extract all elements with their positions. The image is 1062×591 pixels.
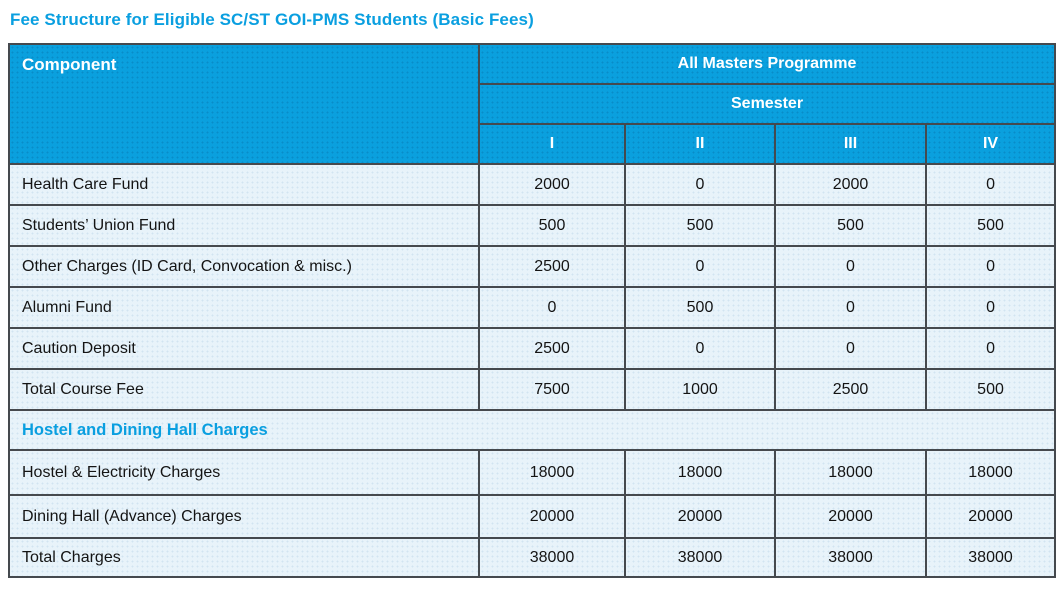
value-cell: 38000 xyxy=(478,537,626,578)
component-cell: Students’ Union Fund xyxy=(8,204,480,247)
table-row-total-charges: Total Charges 38000 38000 38000 38000 xyxy=(8,537,1057,578)
value-cell: 20000 xyxy=(774,494,927,539)
value-cell: 500 xyxy=(774,204,927,247)
table-row: Alumni Fund 0 500 0 0 xyxy=(8,286,1057,329)
fee-structure-table: Component All Masters Programme Semester… xyxy=(7,43,1057,578)
component-cell: Total Charges xyxy=(8,537,480,578)
column-header-programme: All Masters Programme xyxy=(477,43,1057,85)
page: Fee Structure for Eligible SC/ST GOI-PMS… xyxy=(7,10,1057,578)
component-cell: Caution Deposit xyxy=(8,327,480,370)
table-row: Students’ Union Fund 500 500 500 500 xyxy=(8,204,1057,247)
value-cell: 18000 xyxy=(624,449,776,496)
value-cell: 18000 xyxy=(478,449,626,496)
value-cell: 0 xyxy=(924,286,1057,329)
value-cell: 38000 xyxy=(624,537,776,578)
value-cell: 500 xyxy=(478,204,626,247)
table-header: Component All Masters Programme Semester… xyxy=(8,43,1057,165)
table-body: Health Care Fund 2000 0 2000 0 Students’… xyxy=(7,163,1057,578)
value-cell: 0 xyxy=(924,163,1057,206)
table-row: Hostel & Electricity Charges 18000 18000… xyxy=(8,449,1057,496)
header-row-semester-numbers: I II III IV xyxy=(9,123,1057,165)
value-cell: 0 xyxy=(924,245,1057,288)
component-cell: Other Charges (ID Card, Convocation & mi… xyxy=(8,245,480,288)
component-cell: Dining Hall (Advance) Charges xyxy=(8,494,480,539)
value-cell: 0 xyxy=(924,327,1057,370)
header-row-semester: Semester xyxy=(9,83,1057,125)
value-cell: 2500 xyxy=(774,368,927,411)
value-cell: 20000 xyxy=(624,494,776,539)
value-cell: 38000 xyxy=(774,537,927,578)
component-cell: Hostel & Electricity Charges xyxy=(8,449,480,496)
value-cell: 18000 xyxy=(774,449,927,496)
component-cell: Total Course Fee xyxy=(8,368,480,411)
page-title: Fee Structure for Eligible SC/ST GOI-PMS… xyxy=(10,10,534,29)
value-cell: 500 xyxy=(624,204,776,247)
table-row: Health Care Fund 2000 0 2000 0 xyxy=(8,163,1057,206)
value-cell: 18000 xyxy=(924,449,1057,496)
value-cell: 2000 xyxy=(478,163,626,206)
value-cell: 0 xyxy=(478,286,626,329)
value-cell: 2000 xyxy=(774,163,927,206)
table-row: Caution Deposit 2500 0 0 0 xyxy=(8,327,1057,370)
column-header-semester: Semester xyxy=(477,83,1057,125)
value-cell: 0 xyxy=(774,327,927,370)
column-header-sem-3: III xyxy=(774,123,927,165)
value-cell: 0 xyxy=(774,245,927,288)
header-row-programme: Component All Masters Programme xyxy=(8,43,1057,165)
table-row: Dining Hall (Advance) Charges 20000 2000… xyxy=(8,494,1057,539)
table-row-total-course-fee: Total Course Fee 7500 1000 2500 500 xyxy=(8,368,1057,411)
value-cell: 1000 xyxy=(624,368,776,411)
value-cell: 0 xyxy=(624,327,776,370)
component-cell: Health Care Fund xyxy=(8,163,480,206)
value-cell: 0 xyxy=(624,245,776,288)
value-cell: 38000 xyxy=(924,537,1057,578)
column-header-component: Component xyxy=(8,43,480,165)
column-header-sem-1: I xyxy=(478,123,626,165)
value-cell: 0 xyxy=(624,163,776,206)
value-cell: 0 xyxy=(774,286,927,329)
value-cell: 500 xyxy=(924,368,1057,411)
value-cell: 500 xyxy=(624,286,776,329)
value-cell: 500 xyxy=(924,204,1057,247)
column-header-sem-4: IV xyxy=(924,123,1057,165)
value-cell: 2500 xyxy=(478,245,626,288)
value-cell: 20000 xyxy=(924,494,1057,539)
component-cell: Alumni Fund xyxy=(8,286,480,329)
section-header-hostel-dining: Hostel and Dining Hall Charges xyxy=(7,409,1057,451)
table-row: Other Charges (ID Card, Convocation & mi… xyxy=(8,245,1057,288)
value-cell: 20000 xyxy=(478,494,626,539)
value-cell: 7500 xyxy=(478,368,626,411)
value-cell: 2500 xyxy=(478,327,626,370)
column-header-sem-2: II xyxy=(624,123,776,165)
section-header-row: Hostel and Dining Hall Charges xyxy=(7,409,1057,451)
